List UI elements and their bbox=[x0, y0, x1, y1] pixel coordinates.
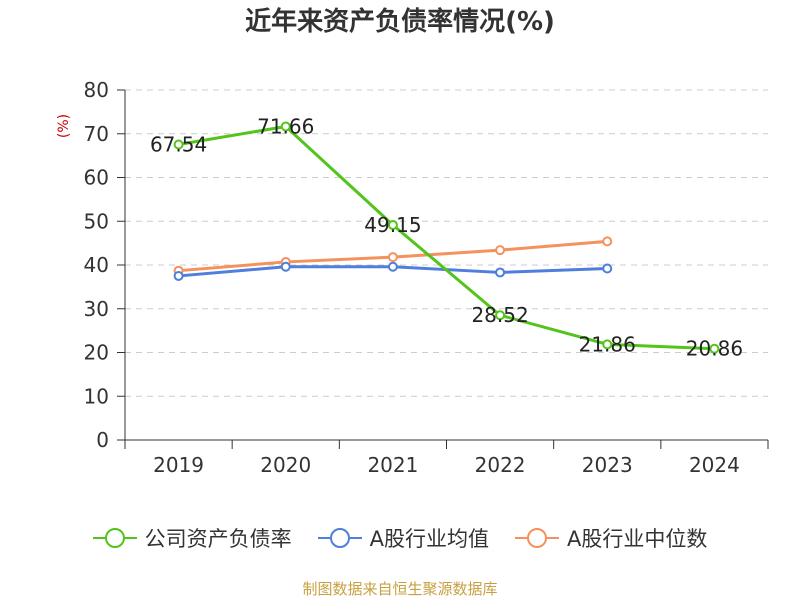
y-axis-unit: (%) bbox=[56, 114, 72, 138]
data-point bbox=[495, 245, 506, 256]
legend-item-industry-median[interactable]: A股行业中位数 bbox=[515, 523, 707, 553]
chart-title: 近年来资产负债率情况(%) bbox=[245, 7, 555, 37]
legend-label-company: 公司资产负债率 bbox=[144, 527, 292, 551]
x-tick-label: 2019 bbox=[153, 453, 204, 477]
y-tick-label: 30 bbox=[84, 297, 109, 321]
data-label: 28.52 bbox=[471, 303, 528, 327]
y-tick-label: 10 bbox=[84, 384, 109, 408]
data-point bbox=[602, 236, 613, 247]
y-tick-label: 80 bbox=[84, 78, 109, 102]
legend-symbol-orange bbox=[515, 527, 559, 549]
legend-item-industry-mean[interactable]: A股行业均值 bbox=[317, 523, 489, 553]
y-tick-label: 40 bbox=[84, 253, 109, 277]
y-tick-label: 0 bbox=[96, 428, 109, 452]
data-point bbox=[602, 263, 613, 274]
data-label: 67.54 bbox=[150, 133, 207, 157]
data-label: 21.86 bbox=[579, 332, 636, 356]
legend-item-company[interactable]: 公司资产负债率 bbox=[92, 523, 292, 553]
source-note: 制图数据来自恒生聚源数据库 bbox=[302, 580, 498, 598]
legend: 公司资产负债率 A股行业均值 A股行业中位数 bbox=[0, 518, 800, 558]
y-tick-label: 20 bbox=[84, 341, 109, 365]
y-tick-label: 70 bbox=[84, 122, 109, 146]
x-tick-label: 2023 bbox=[582, 453, 633, 477]
data-point bbox=[602, 339, 613, 350]
legend-symbol-green bbox=[92, 527, 137, 549]
data-point bbox=[173, 139, 184, 150]
data-point bbox=[280, 261, 291, 272]
x-tick-label: 2020 bbox=[260, 453, 311, 477]
data-point bbox=[495, 267, 506, 278]
legend-label-industry-median: A股行业中位数 bbox=[567, 527, 708, 551]
series-line bbox=[178, 124, 715, 351]
data-point bbox=[709, 343, 720, 354]
data-point bbox=[280, 121, 291, 132]
data-point bbox=[173, 270, 184, 281]
data-point bbox=[495, 310, 506, 321]
x-tick-label: 2022 bbox=[475, 453, 526, 477]
y-tick-label: 50 bbox=[84, 209, 109, 233]
data-point bbox=[387, 252, 398, 263]
legend-label-industry-mean: A股行业均值 bbox=[369, 527, 489, 551]
y-tick-label: 60 bbox=[84, 166, 109, 190]
legend-symbol-blue bbox=[317, 527, 362, 549]
x-tick-label: 2024 bbox=[689, 453, 740, 477]
data-point bbox=[387, 261, 398, 272]
data-label: 71.66 bbox=[257, 114, 314, 138]
data-point bbox=[387, 219, 398, 230]
x-tick-label: 2021 bbox=[367, 453, 418, 477]
data-label: 49.15 bbox=[364, 213, 421, 237]
data-label: 20.86 bbox=[686, 337, 743, 361]
